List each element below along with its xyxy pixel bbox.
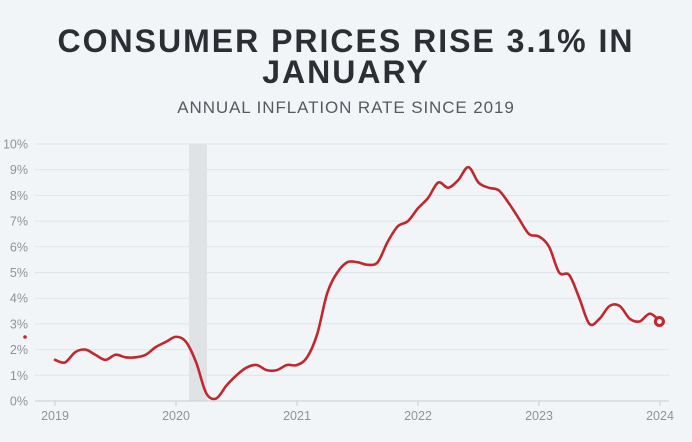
svg-text:2022: 2022 [404,409,432,423]
svg-text:4%: 4% [10,292,28,306]
svg-text:2024: 2024 [646,409,674,423]
svg-text:0%: 0% [10,395,28,409]
svg-text:2019: 2019 [41,409,69,423]
svg-text:7%: 7% [10,215,28,229]
svg-text:2023: 2023 [525,409,553,423]
svg-text:2021: 2021 [283,409,311,423]
svg-text:9%: 9% [10,163,28,177]
svg-text:10%: 10% [3,138,28,152]
svg-text:5%: 5% [10,266,28,280]
svg-text:1%: 1% [10,369,28,383]
svg-text:2%: 2% [10,343,28,357]
svg-text:8%: 8% [10,189,28,203]
svg-text:2020: 2020 [162,409,190,423]
svg-text:6%: 6% [10,240,28,254]
svg-text:3%: 3% [10,317,28,331]
